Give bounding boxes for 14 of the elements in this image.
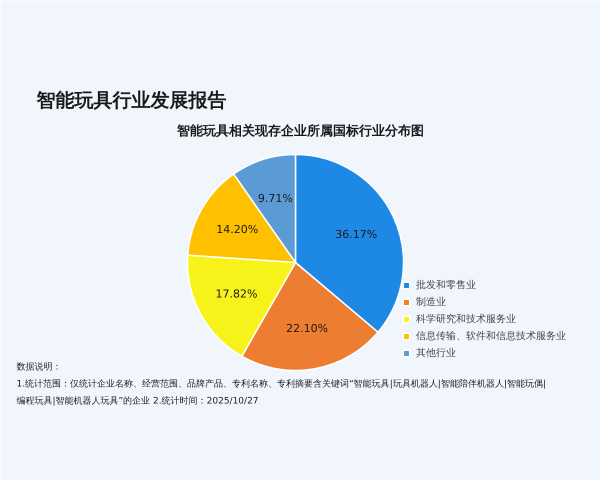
data-label: 9.71% bbox=[258, 192, 293, 206]
text: 1.统计范围：仅统计企业名称、经营范围、品牌产品、专利名称、专利摘要含关键词“智能玩具|玩具机器人|智能陪伴机器人|智能玩偶|编程玩具|智能机器人玩具”的企业 2.统计时间：2025/10/27 bbox=[16, 378, 546, 406]
data-label: 22.10% bbox=[286, 322, 328, 335]
chart-subtitle: 智能玩具相关现存企业所属国标行业分布图 bbox=[176, 123, 424, 139]
text: 数据说明： bbox=[16, 362, 62, 372]
chart-title: 智能玩具行业发展报告 bbox=[36, 90, 226, 112]
legend-label: 科学研究和技术服务业 bbox=[416, 312, 516, 326]
legend-label: 制造业 bbox=[416, 296, 446, 309]
data-label: 36.17% bbox=[335, 228, 378, 241]
legend-label: 其他行业 bbox=[416, 346, 456, 360]
data-label: 14.20% bbox=[216, 223, 258, 236]
legend-label: 批发和零售业 bbox=[416, 278, 476, 292]
legend-label: 信息传输、软件和信息技术服务业 bbox=[416, 330, 566, 343]
data-label: 17.82% bbox=[215, 288, 258, 301]
